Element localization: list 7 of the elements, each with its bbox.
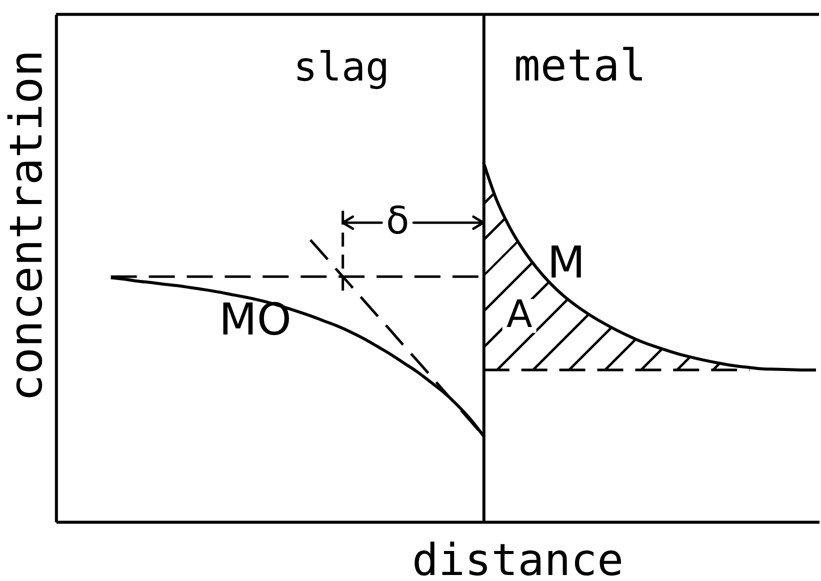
chart-title: slag <box>293 44 390 90</box>
y-axis-title: concentration <box>0 50 52 402</box>
annotation: δ <box>386 198 410 243</box>
chart-title: metal <box>514 40 646 92</box>
annotation: A <box>506 292 532 336</box>
x-axis-title: distance <box>412 535 624 581</box>
series-label: M <box>547 238 586 289</box>
